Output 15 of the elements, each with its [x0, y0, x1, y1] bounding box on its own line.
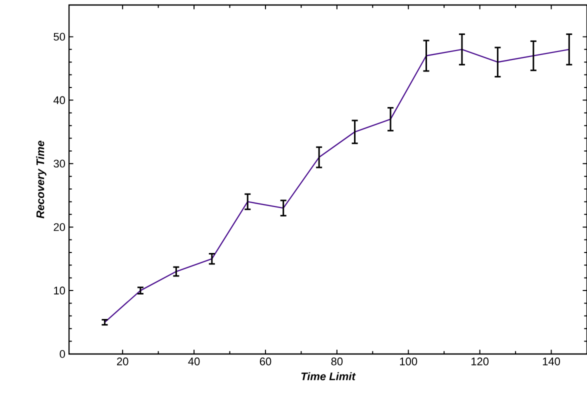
- y-tick-label: 0: [60, 350, 66, 358]
- x-tick-label: 140: [542, 358, 560, 366]
- x-tick-label: 80: [331, 358, 343, 366]
- y-tick-label: 30: [54, 160, 66, 168]
- x-axis-title: Time Limit: [301, 372, 356, 380]
- y-tick-label: 20: [54, 223, 66, 231]
- y-tick-label: 10: [54, 286, 66, 294]
- y-tick-label: 40: [53, 96, 66, 104]
- x-tick-label: 100: [400, 358, 418, 366]
- x-tick-label: 120: [471, 358, 489, 366]
- x-tick-label: 40: [188, 358, 200, 366]
- y-tick-label: 50: [54, 32, 66, 41]
- y-axis-title: Recovery Time: [36, 140, 46, 218]
- x-tick-label: 60: [260, 358, 272, 366]
- x-tick-label: 20: [117, 358, 128, 366]
